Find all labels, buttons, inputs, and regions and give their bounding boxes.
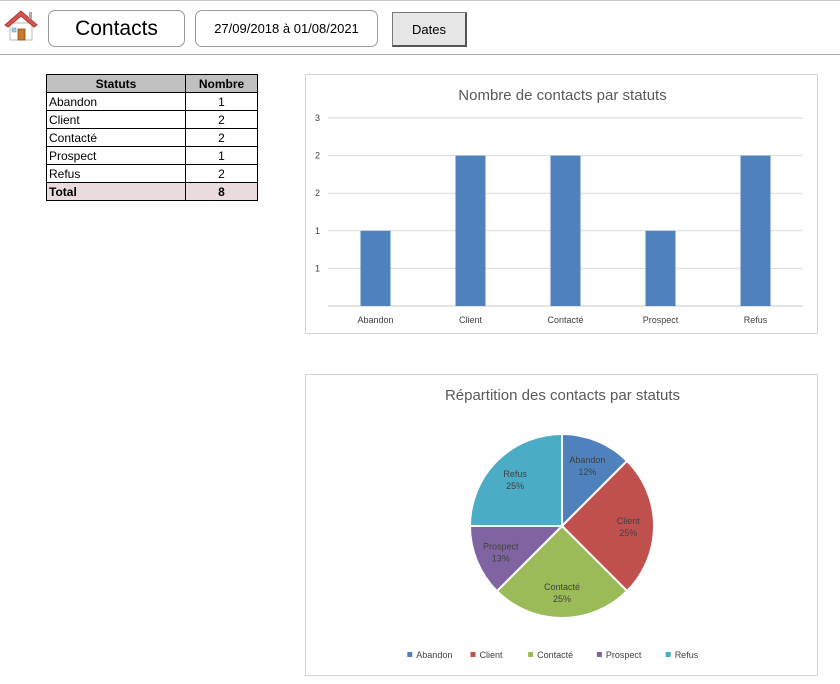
total-value: 8 (185, 182, 258, 201)
status-cell: Refus (46, 164, 186, 183)
total-row: Total 8 (46, 182, 258, 201)
column-header-nombre: Nombre (185, 74, 258, 93)
x-tick-label: Abandon (357, 315, 393, 325)
slice-label: Abandon (569, 455, 605, 465)
bar (550, 155, 581, 306)
table-row: Client 2 (46, 110, 258, 129)
bar-chart: Nombre de contacts par statuts 1 1 2 2 3 Aband… (315, 87, 803, 325)
chart-title: Répartition des contacts par statuts (445, 387, 680, 404)
page-title: Contacts (48, 10, 185, 47)
y-tick-label: 1 (315, 263, 320, 273)
legend-item: Contacté (537, 650, 573, 660)
slice-percent: 12% (578, 467, 596, 477)
home-icon (4, 10, 38, 41)
x-tick-label: Client (459, 315, 483, 325)
column-header-statuts: Statuts (46, 74, 186, 93)
legend-item: Abandon (416, 650, 452, 660)
count-cell: 1 (185, 92, 258, 111)
bar (645, 230, 676, 306)
slice-percent: 25% (506, 481, 524, 491)
y-tick-label: 1 (315, 226, 320, 236)
toolbar: Contacts 27/09/2018 à 01/08/2021 Dates (0, 0, 840, 55)
slice-percent: 13% (492, 553, 510, 563)
legend-swatch (407, 652, 413, 657)
pie-chart: Répartition des contacts par statuts Aban… (407, 387, 699, 660)
legend-swatch (470, 652, 476, 657)
legend-swatch (528, 652, 534, 657)
table-row: Contacté 2 (46, 128, 258, 147)
y-tick-label: 3 (315, 113, 320, 123)
pie-slice (561, 432, 629, 529)
dates-button[interactable]: Dates (392, 12, 467, 47)
date-range-display: 27/09/2018 à 01/08/2021 (195, 10, 378, 47)
count-cell: 2 (185, 128, 258, 147)
pie-slice (495, 524, 629, 619)
table-row: Refus 2 (46, 164, 258, 183)
slice-label: Client (617, 516, 641, 526)
table-header-row: Statuts Nombre (46, 74, 258, 93)
total-label: Total (46, 182, 186, 201)
x-tick-label: Prospect (643, 315, 679, 325)
pie-slice (468, 432, 563, 527)
y-tick-label: 2 (315, 151, 320, 161)
x-tick-label: Contacté (547, 315, 583, 325)
status-table: Statuts Nombre Abandon 1 Client 2 Contac… (46, 74, 258, 201)
pie-chart-panel[interactable]: Répartition des contacts par statuts Aban… (305, 374, 818, 676)
home-button[interactable] (3, 8, 39, 42)
slice-label: Prospect (483, 541, 519, 551)
legend-item: Prospect (606, 650, 642, 660)
status-cell: Prospect (46, 146, 186, 165)
bar (455, 155, 486, 306)
pie-slice (560, 459, 655, 593)
slice-percent: 25% (619, 528, 637, 538)
table-row: Prospect 1 (46, 146, 258, 165)
bar-chart-panel[interactable]: Nombre de contacts par statuts 1 1 2 2 3 Aband… (305, 74, 818, 334)
status-cell: Abandon (46, 92, 186, 111)
slice-percent: 25% (553, 594, 571, 604)
pie-slice (468, 525, 565, 593)
count-cell: 1 (185, 146, 258, 165)
count-cell: 2 (185, 164, 258, 183)
bar (740, 155, 771, 306)
chart-title: Nombre de contacts par statuts (458, 87, 666, 104)
slice-label: Contacté (544, 582, 580, 592)
legend-swatch (596, 652, 602, 657)
y-tick-label: 2 (315, 188, 320, 198)
count-cell: 2 (185, 110, 258, 129)
legend-item: Refus (675, 650, 699, 660)
status-cell: Client (46, 110, 186, 129)
legend-swatch (665, 652, 671, 657)
x-tick-label: Refus (744, 315, 768, 325)
status-cell: Contacté (46, 128, 186, 147)
legend-item: Client (480, 650, 504, 660)
bar (360, 230, 391, 306)
table-row: Abandon 1 (46, 92, 258, 111)
slice-label: Refus (503, 469, 527, 479)
